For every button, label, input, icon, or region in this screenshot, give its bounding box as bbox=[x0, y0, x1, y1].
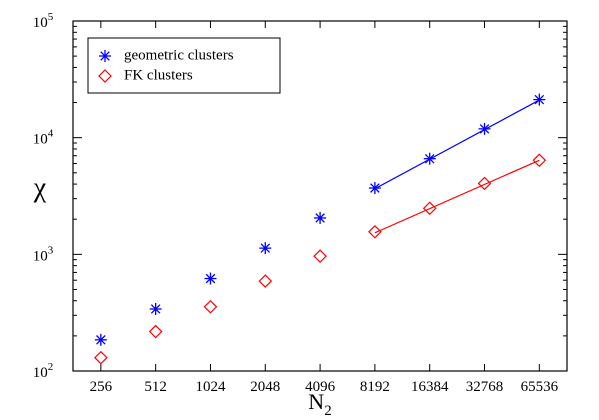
x-axis-label-main: N bbox=[308, 389, 324, 414]
x-tick-label: 65536 bbox=[521, 379, 559, 395]
legend: geometric clusters FK clusters bbox=[87, 37, 281, 94]
x-axis-label: N2 bbox=[308, 389, 331, 419]
data-point-fk-clusters bbox=[422, 201, 437, 216]
x-tick-label: 2048 bbox=[250, 379, 280, 395]
data-point-fk-clusters bbox=[148, 324, 163, 339]
legend-marker-fk-clusters bbox=[98, 69, 112, 83]
x-tick-label: 4096 bbox=[305, 379, 336, 395]
data-point-geometric-clusters bbox=[478, 122, 491, 135]
legend-symbol-fk-clusters bbox=[98, 69, 112, 83]
x-tick-label: 8192 bbox=[360, 379, 390, 395]
legend-box bbox=[87, 37, 281, 94]
y-tick-label: 103 bbox=[33, 244, 54, 264]
y-axis-label: χ bbox=[33, 172, 47, 203]
data-point-fk-clusters bbox=[258, 274, 273, 288]
data-point-geometric-clusters bbox=[259, 242, 272, 255]
data-point-fk-clusters bbox=[94, 350, 108, 365]
data-point-geometric-clusters bbox=[94, 333, 107, 346]
data-point-fk-clusters bbox=[203, 299, 218, 314]
x-tick-label: 256 bbox=[90, 379, 113, 395]
data-point-fk-clusters bbox=[477, 176, 492, 191]
x-tick-label: 16384 bbox=[411, 379, 449, 395]
legend-symbol-geometric-clusters bbox=[99, 50, 111, 62]
ticks: 256 512 1024 2048 4096 8192 16384 32768 65536 102… bbox=[33, 11, 567, 395]
y-tick-label: 102 bbox=[33, 361, 54, 381]
legend-label-fk-clusters: FK clusters bbox=[124, 67, 193, 83]
data-point-geometric-clusters bbox=[533, 93, 546, 106]
fit-lines bbox=[374, 99, 540, 234]
data-point-geometric-clusters bbox=[368, 182, 381, 195]
x-tick-label: 512 bbox=[144, 379, 167, 395]
legend-marker-geometric-clusters bbox=[99, 50, 111, 62]
fit-line-fk-clusters bbox=[374, 159, 540, 234]
y-tick-label: 104 bbox=[33, 128, 54, 148]
legend-label-geometric-clusters: geometric clusters bbox=[124, 47, 234, 63]
y-tick-label: 105 bbox=[33, 11, 54, 31]
fit-line-geometric-clusters bbox=[374, 99, 540, 190]
data-point-geometric-clusters bbox=[423, 152, 436, 165]
data-point-geometric-clusters bbox=[314, 211, 327, 224]
data-point-geometric-clusters bbox=[149, 302, 162, 315]
x-tick-label: 1024 bbox=[195, 379, 226, 395]
data-point-fk-clusters bbox=[368, 224, 382, 239]
data-point-fk-clusters bbox=[313, 249, 327, 263]
x-tick-label: 32768 bbox=[466, 379, 504, 395]
data-point-geometric-clusters bbox=[204, 272, 217, 285]
data-point-fk-clusters bbox=[532, 153, 547, 168]
x-axis-label-subscript: 2 bbox=[324, 403, 332, 419]
markers bbox=[94, 93, 547, 365]
